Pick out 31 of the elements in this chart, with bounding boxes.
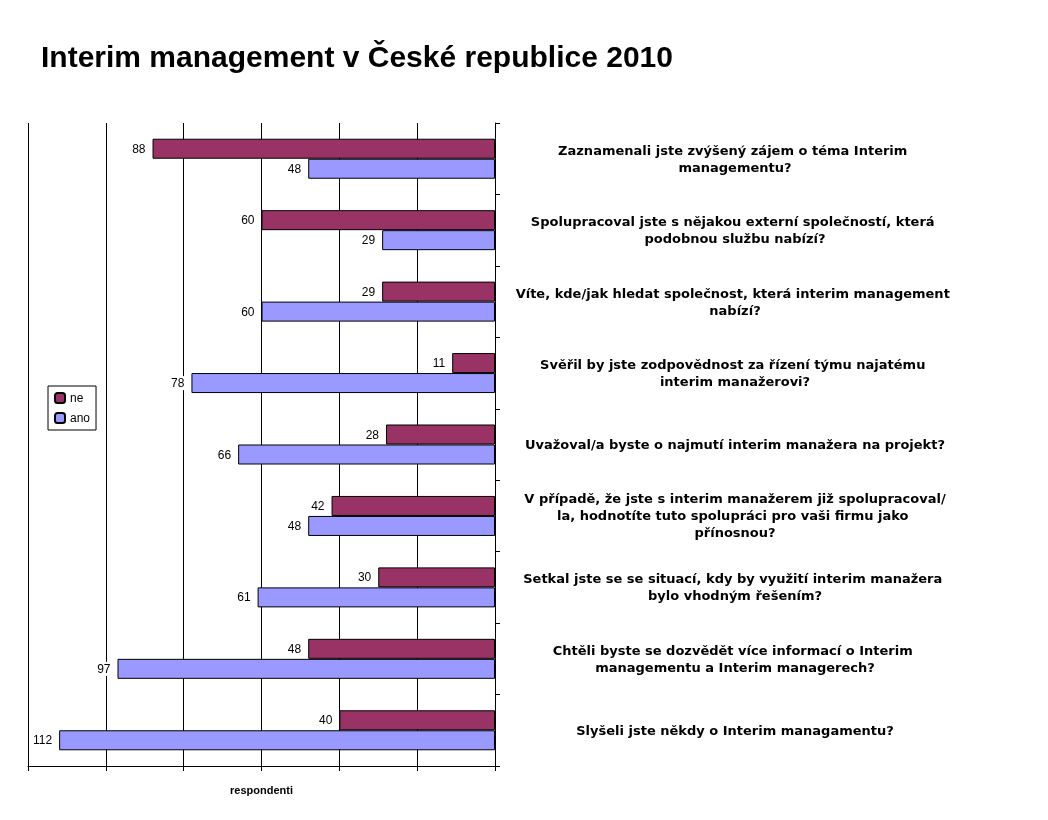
legend-label: ano bbox=[70, 411, 91, 425]
data-label: 66 bbox=[217, 447, 232, 462]
y-tick-label: Svěřil by jste zodpovědnost za řízení týmu najatému interim manažerovi? bbox=[540, 357, 930, 390]
data-label: 48 bbox=[287, 518, 302, 533]
y-tick-label: Setkal jste se se situací, kdy by využití interim manažera bylo vhodným řešením? bbox=[523, 571, 947, 604]
y-tick-label: Slyšeli jste někdy o Interim managamentu? bbox=[576, 722, 894, 738]
data-label: 60 bbox=[241, 213, 255, 228]
y-tick-label: Uvažoval/a byste o najmutí interim manažera na projekt? bbox=[524, 437, 946, 452]
data-label: 112 bbox=[32, 733, 53, 748]
data-label: 11 bbox=[432, 356, 446, 371]
data-label: 29 bbox=[361, 284, 376, 299]
data-label: 28 bbox=[365, 427, 380, 442]
data-label: 30 bbox=[357, 570, 372, 585]
data-label: 29 bbox=[361, 233, 376, 248]
data-label: 78 bbox=[171, 376, 185, 391]
y-tick-label: Chtěli byste se dozvědět více informací o Interim managementu a Interim managerech? bbox=[552, 642, 918, 675]
y-tick-label: V případě, že jste s interim manažerem již spolupracoval/la, hodnotíte tuto spolupráci pro vaši firmu jako přínosnou? bbox=[524, 491, 946, 541]
data-label: 97 bbox=[97, 661, 111, 676]
x-axis-title: respondenti bbox=[230, 783, 293, 796]
data-label: 61 bbox=[237, 590, 251, 605]
data-label: 42 bbox=[311, 498, 325, 513]
data-label: 60 bbox=[241, 304, 255, 319]
chart-title: Interim management v České republice 2010 bbox=[41, 39, 673, 73]
data-label: 40 bbox=[318, 713, 333, 728]
y-tick-label: Zaznamenali jste zvýšený zájem o téma Interim managementu? bbox=[558, 142, 912, 175]
legend-label: ne bbox=[70, 391, 84, 405]
y-tick-label: Spolupracoval jste s nějakou externí společností, která podobnou službu nabízí? bbox=[530, 214, 940, 247]
data-label: 48 bbox=[287, 641, 302, 656]
data-label: 88 bbox=[132, 141, 146, 156]
y-tick-label: Víte, kde/jak hledat společnost, která interim management nabízí? bbox=[515, 285, 955, 318]
data-label: 48 bbox=[287, 161, 302, 176]
